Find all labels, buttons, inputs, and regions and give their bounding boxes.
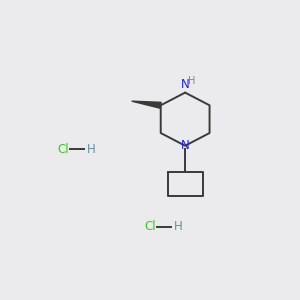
Text: N: N — [181, 78, 190, 92]
Text: N: N — [181, 139, 190, 152]
Text: Cl: Cl — [145, 220, 156, 233]
Text: Cl: Cl — [57, 143, 69, 156]
Text: H: H — [87, 143, 95, 156]
Polygon shape — [132, 101, 161, 108]
Text: H: H — [174, 220, 183, 233]
Text: H: H — [188, 76, 195, 86]
